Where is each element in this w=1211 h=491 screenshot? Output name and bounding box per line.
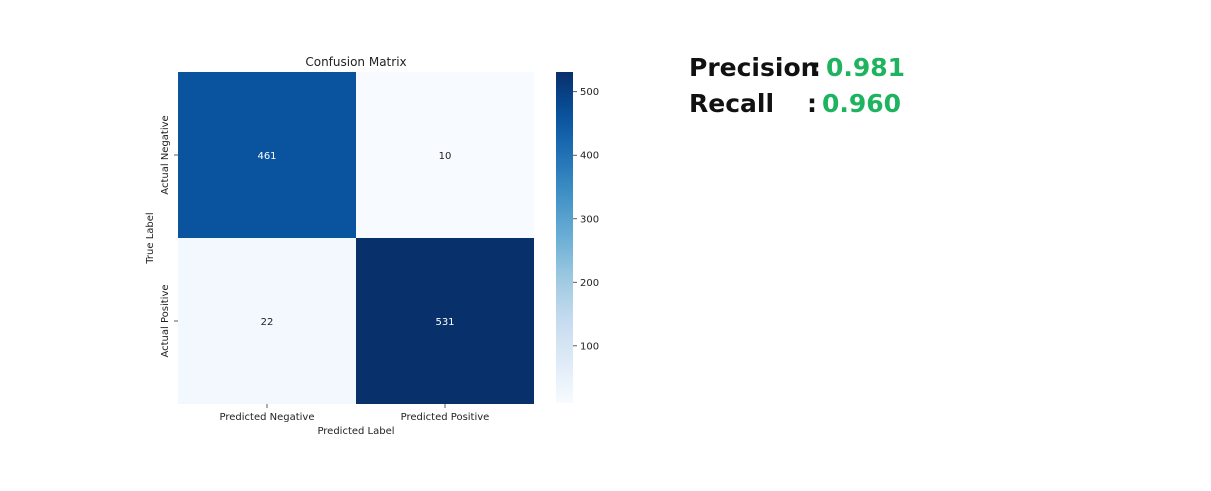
colorbar-tick-label: 300: [580, 214, 599, 225]
chart-title: Confusion Matrix: [305, 55, 406, 69]
colorbar-ticks: 100 200 300 400 500: [573, 87, 599, 352]
heatmap-cell: [178, 72, 356, 238]
y-tick-label: Actual Negative: [160, 115, 171, 194]
cell-value-label: 22: [261, 317, 274, 328]
heatmap-cell: [356, 238, 534, 404]
recall-value: 0.960: [822, 89, 902, 118]
y-axis-label: True Label: [145, 212, 156, 264]
heatmap-cell: [356, 72, 534, 238]
x-axis-label: Predicted Label: [317, 426, 394, 437]
confusion-matrix-chart: Confusion Matrix 461 10 22 531 Predicted Ne…: [145, 55, 599, 437]
x-tick-label: Predicted Positive: [401, 412, 490, 423]
cell-value-label: 461: [257, 151, 276, 162]
precision-separator: :: [811, 53, 821, 82]
heatmap-cell: [178, 238, 356, 404]
precision-value: 0.981: [826, 53, 906, 82]
heatmap-cells: 461 10 22 531: [178, 72, 534, 404]
precision-label: Precision: [689, 53, 819, 82]
colorbar-tick-label: 400: [580, 151, 599, 162]
colorbar-tick-label: 200: [580, 278, 599, 289]
heatmap-axes: Predicted Negative Predicted Positive Actu…: [160, 115, 489, 423]
x-tick-label: Predicted Negative: [220, 412, 315, 423]
recall-separator: :: [807, 89, 817, 118]
colorbar-tick-label: 100: [580, 341, 599, 352]
cell-value-label: 10: [439, 151, 452, 162]
colorbar-tick-label: 500: [580, 87, 599, 98]
recall-label: Recall: [689, 89, 775, 118]
cell-value-label: 531: [435, 317, 454, 328]
y-tick-label: Actual Positive: [160, 284, 171, 357]
colorbar: [556, 72, 573, 403]
